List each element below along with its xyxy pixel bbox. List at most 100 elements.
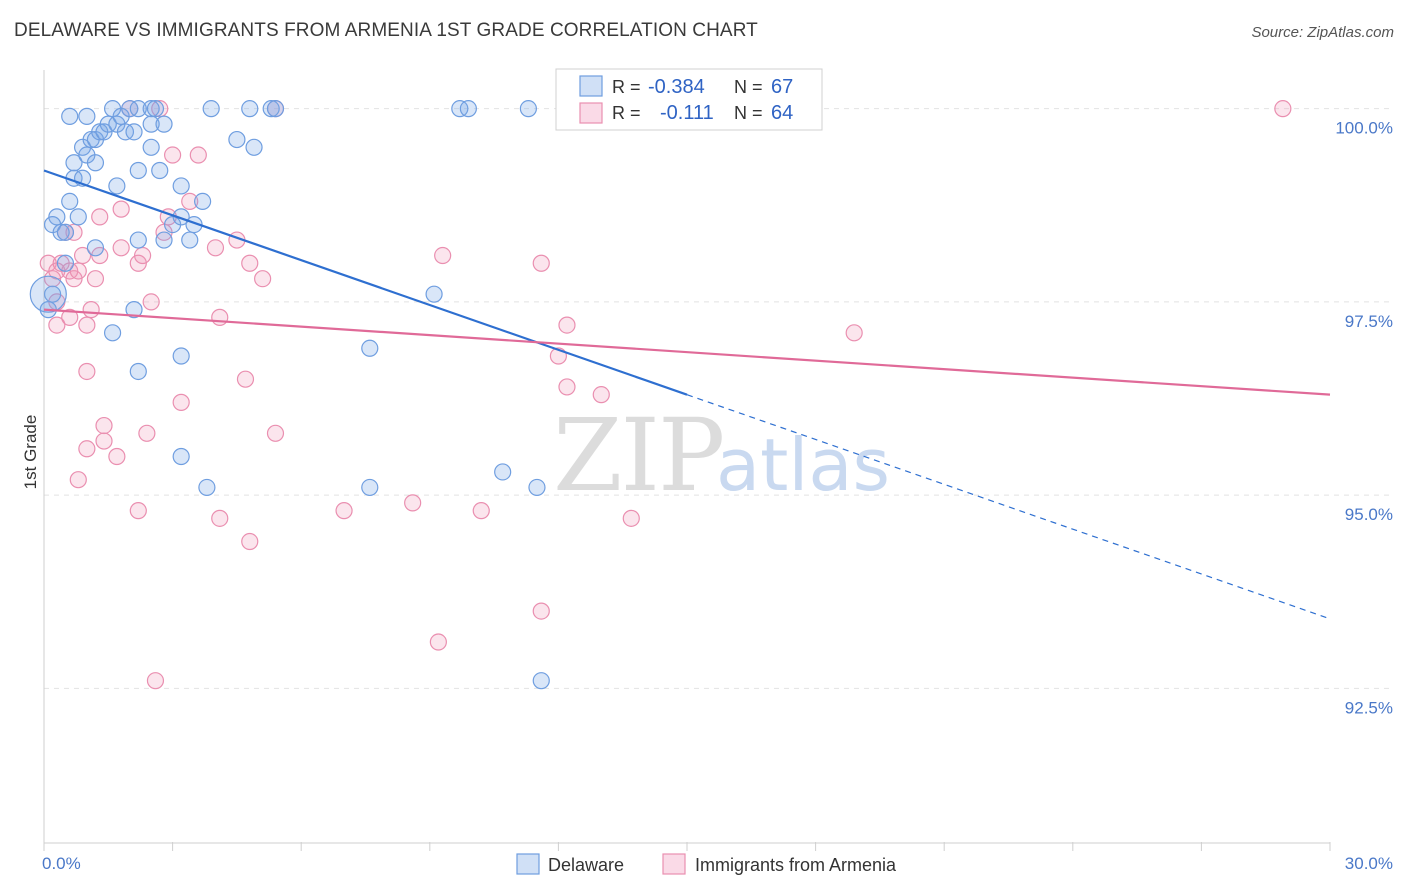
armenia-point [48,316,66,334]
delaware-point [172,177,190,195]
delaware-point [425,285,443,303]
legend-r-value-2: -0.111 [660,102,714,124]
armenia-point [142,293,160,311]
delaware-point [146,100,165,118]
bottom-legend-swatch-delaware [516,853,540,875]
delaware-point [78,107,96,125]
trend-lines [43,169,1331,620]
legend-swatch-blue [579,75,603,97]
armenia-point [404,494,422,512]
armenia-trend-line [43,308,1331,396]
armenia-point [592,386,610,404]
watermark-atlas: atlas [716,423,890,507]
delaware-point [56,223,75,241]
grid-lines [44,108,1392,689]
bottom-legend-swatch-armenia [662,853,686,875]
armenia-point [622,509,640,527]
delaware-point [86,154,105,172]
delaware-point [129,100,147,118]
stats-legend-box [555,68,823,131]
armenia-point [108,447,126,466]
delaware-point [125,301,143,319]
delaware-point [151,161,169,180]
delaware-point [129,231,147,249]
armenia-point [91,208,109,226]
delaware-point [202,100,220,118]
delaware-point [519,100,537,118]
delaware-point [266,100,285,118]
armenia-point [133,246,152,265]
armenia-point [78,440,96,458]
armenia-point [211,509,229,527]
source-label: Source: ZipAtlas.com [1251,24,1394,41]
delaware-point [142,138,160,156]
delaware-point [69,208,87,226]
armenia-point [558,378,576,396]
delaware-trend-line [43,169,688,396]
legend-n-value-2: 64 [771,102,793,124]
armenia-point [172,393,190,411]
legend-n-label-1: N = [734,77,763,97]
y-tick-label: 92.5% [1345,698,1393,717]
x-tick-label-max: 30.0% [1345,854,1393,873]
armenia-point [73,246,92,265]
delaware-point [198,478,216,497]
armenia-point [241,254,259,272]
delaware-point [262,100,280,118]
armenia-point [129,502,147,520]
armenia-point [138,424,156,442]
armenia-point [241,532,259,551]
armenia-point [78,362,96,381]
armenia-point [69,262,87,280]
armenia-point [335,502,353,520]
delaware-point [172,347,190,365]
delaware-trend-line-extension [686,394,1331,620]
y-axis-label: 1st Grade [21,415,40,490]
delaware-point-large [29,275,67,313]
armenia-point [472,502,490,520]
armenia-point [86,270,105,288]
armenia-point [112,200,130,218]
armenia-point [61,308,79,326]
delaware-point [43,285,62,303]
armenia-point [429,633,447,651]
armenia-point [532,602,550,620]
x-tick-label-min: 0.0% [42,854,81,873]
armenia-point [845,324,863,342]
stats-legend: R = -0.384 N = 67 R = -0.111 N = 64 [555,68,823,131]
armenia-point [112,239,130,257]
delaware-point [56,254,75,272]
y-tick-label: 100.0% [1335,119,1393,138]
delaware-point [245,138,263,156]
delaware-point [181,231,199,249]
delaware-point [61,192,79,211]
delaware-point [361,339,379,357]
armenia-point [164,146,182,164]
armenia-point [78,316,96,334]
delaware-point [528,478,546,497]
armenia-point [95,432,113,450]
armenia-point [146,672,165,690]
armenia-point [206,239,225,257]
legend-swatch-pink [579,102,603,124]
armenia-point [82,301,100,319]
legend-r-label-1: R = [612,77,641,97]
armenia-point [189,146,207,164]
armenia-point [266,424,285,442]
delaware-point [155,231,173,249]
delaware-point [65,154,83,172]
y-tick-label: 97.5% [1345,312,1393,331]
bottom-legend-label-armenia: Immigrants from Armenia [695,855,897,875]
legend-r-label-2: R = [612,103,641,123]
delaware-point [155,115,173,133]
armenia-point [236,370,255,388]
armenia-point [69,471,87,489]
delaware-point [194,192,212,211]
legend-n-label-2: N = [734,103,763,123]
legend-n-value-1: 67 [771,76,793,98]
delaware-point [61,107,79,125]
armenia-point [211,308,229,326]
delaware-point [108,177,126,195]
axes: 92.5% 95.0% 97.5% 100.0% 0.0% 30.0% [42,70,1393,873]
